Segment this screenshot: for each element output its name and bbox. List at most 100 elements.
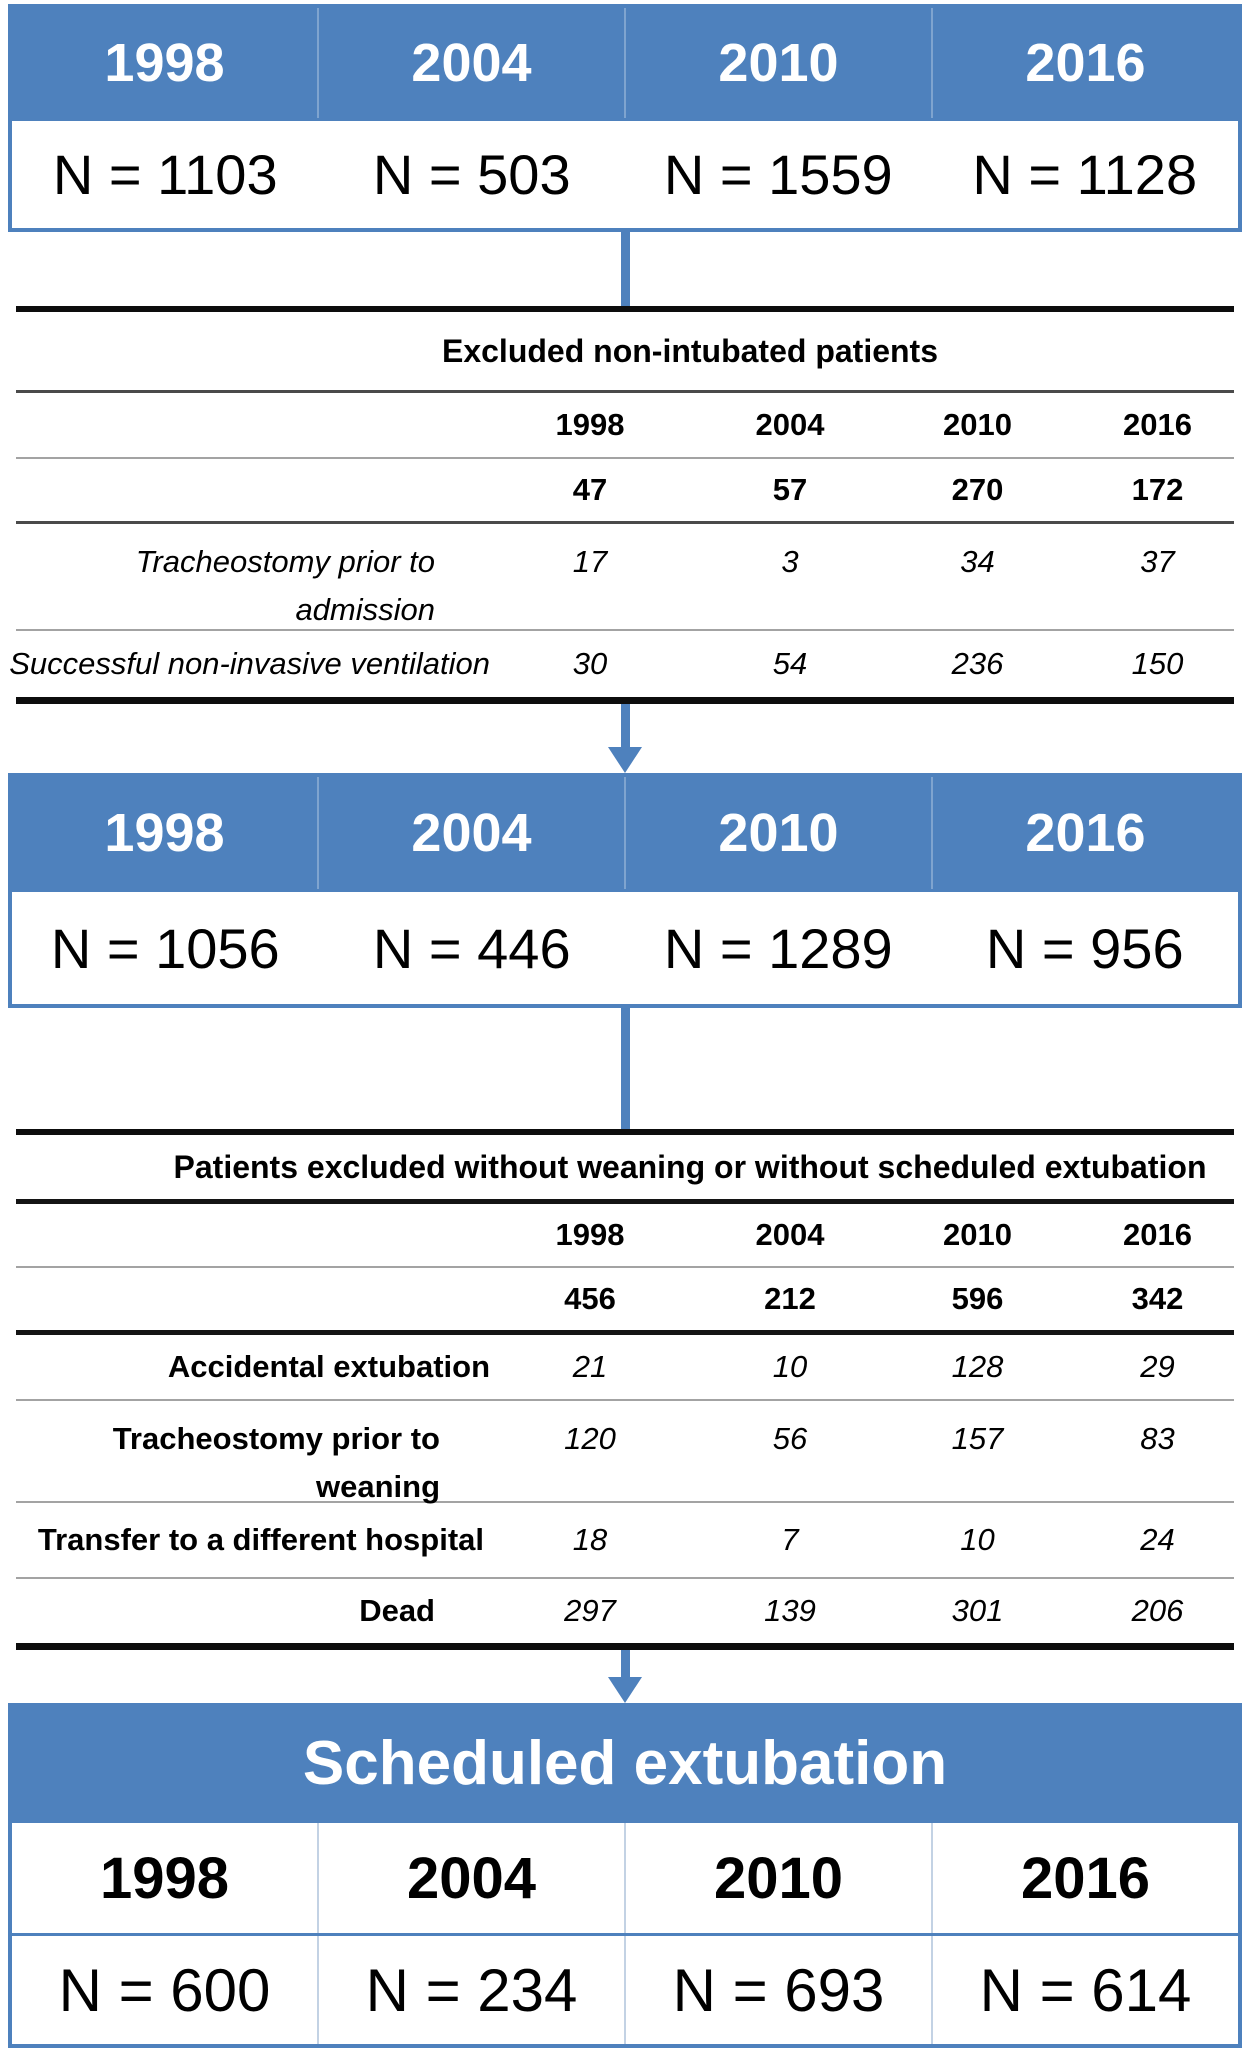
table-year-header-row: 1998 2004 2010 2016: [0, 393, 1250, 457]
year-header: 2004: [317, 1823, 624, 1933]
connector-line: [0, 232, 1250, 306]
total-value: 172: [1131, 471, 1184, 507]
table-excluded-without-weaning: Patients excluded without weaning or wit…: [0, 1129, 1250, 1650]
year-header: 2004: [755, 1216, 825, 1252]
year-header: 2010: [624, 1823, 931, 1933]
table-top-rule: [16, 1129, 1234, 1135]
year-header: 2010: [624, 8, 931, 118]
row-label: Accidental extubation: [167, 1348, 490, 1384]
n-value: N = 1128: [972, 143, 1198, 206]
cohort-box-bottom-year-row: 1998 2004 2010 2016: [12, 1823, 1238, 1936]
row-value: 236: [951, 645, 1004, 681]
table-rule: [16, 1501, 1234, 1503]
table-rule: [16, 1399, 1234, 1401]
table-rule: [16, 1266, 1234, 1268]
year-header: 1998: [104, 33, 225, 93]
row-value: 10: [772, 1348, 808, 1384]
year-header: 2010: [624, 777, 931, 889]
year-header: 2010: [943, 1216, 1012, 1252]
year-header: 2004: [317, 777, 624, 889]
table-rule: [16, 1330, 1234, 1335]
total-value: 212: [764, 1280, 816, 1316]
n-value: N = 503: [372, 143, 571, 206]
total-value: 47: [572, 471, 608, 507]
n-value: N = 446: [372, 916, 571, 980]
table-title: Patients excluded without weaning or wit…: [173, 1148, 1207, 1185]
table-row: Successful non-invasive ventilation 30 5…: [0, 631, 1250, 697]
row-label: Successful non-invasive ventilation: [9, 645, 490, 681]
total-value: 596: [951, 1280, 1004, 1316]
table-totals-row: 47 57 270 172: [0, 459, 1250, 521]
row-value: 21: [572, 1348, 608, 1384]
cohort-box-top-year-row: 1998 2004 2010 2016: [12, 8, 1238, 121]
row-value: 37: [1140, 544, 1175, 579]
year-header: 2016: [1123, 406, 1192, 442]
n-value: N = 1103: [52, 143, 278, 206]
table-rule: [16, 1577, 1234, 1579]
table-row: Tracheostomy prior to admission 17 3 34 …: [0, 524, 1250, 629]
n-value: N = 1289: [663, 916, 893, 980]
table-rule: [16, 521, 1234, 524]
n-value: N = 1559: [663, 143, 893, 206]
year-header: 2016: [931, 1823, 1238, 1933]
table-year-header-row: 1998 2004 2010 2016: [0, 1204, 1250, 1266]
row-value: 7: [781, 1521, 799, 1557]
connector-line-segment: [620, 1008, 630, 1129]
cohort-box-top-n-row: N = 1103 N = 503 N = 1559 N = 1128: [12, 121, 1238, 228]
n-value: N = 600: [58, 1956, 271, 2024]
total-value: 456: [564, 1280, 616, 1316]
n-value: N = 956: [985, 916, 1184, 980]
year-header: 1998: [555, 1216, 625, 1252]
scheduled-extubation-title-row: Scheduled extubation: [12, 1707, 1238, 1823]
n-value: N = 234: [317, 1936, 624, 2044]
row-value: 17: [572, 544, 608, 579]
connector-arrow: [0, 1650, 1250, 1703]
table-row: Tracheostomy prior to weaning 120 56 157…: [0, 1401, 1250, 1504]
year-header: 1998: [104, 803, 225, 863]
row-value: 150: [1131, 645, 1184, 681]
arrow-down-icon: [608, 1677, 642, 1703]
row-value: 139: [764, 1592, 816, 1628]
connector-line-segment: [620, 232, 630, 306]
row-value: 30: [572, 645, 608, 681]
table-row: Accidental extubation 21 10 128 29: [0, 1335, 1250, 1399]
year-header: 1998: [555, 406, 625, 442]
year-header: 1998: [99, 1845, 230, 1911]
row-value: 83: [1140, 1421, 1175, 1456]
year-header: 2016: [931, 8, 1238, 118]
row-label: Tracheostomy prior to weaning: [112, 1421, 440, 1505]
row-value: 206: [1131, 1592, 1184, 1628]
year-header: 2016: [1123, 1216, 1192, 1252]
row-value: 128: [951, 1348, 1004, 1384]
row-value: 34: [960, 544, 995, 579]
cohort-box-middle-n-row: N = 1056 N = 446 N = 1289 N = 956: [12, 892, 1238, 1004]
box-title: Scheduled extubation: [302, 1729, 948, 1798]
table-top-rule: [16, 306, 1234, 312]
row-label: Tracheostomy prior to admission: [135, 544, 435, 628]
n-value: N = 614: [931, 1936, 1238, 2044]
table-excluded-non-intubated: Excluded non-intubated patients 1998 200…: [0, 306, 1250, 704]
total-value: 57: [772, 471, 808, 507]
year-header: 2004: [755, 406, 825, 442]
row-label: Transfer to a different hospital: [37, 1521, 484, 1557]
connector-line-segment: [620, 704, 630, 747]
table-rule: [16, 390, 1234, 393]
row-value: 24: [1140, 1521, 1175, 1557]
row-value: 3: [781, 544, 799, 579]
row-value: 54: [772, 645, 808, 681]
cohort-box-middle-year-row: 1998 2004 2010 2016: [12, 777, 1238, 892]
table-bottom-rule: [16, 697, 1234, 704]
connector-arrow: [0, 704, 1250, 773]
connector-line-segment: [620, 1650, 630, 1677]
year-header: 2004: [317, 8, 624, 118]
table-row: Transfer to a different hospital 18 7 10…: [0, 1503, 1250, 1577]
cohort-box-top: 1998 2004 2010 2016 N = 1103 N = 503 N =…: [8, 4, 1242, 232]
row-value: 10: [960, 1521, 995, 1557]
total-value: 342: [1131, 1280, 1184, 1316]
year-header: 2016: [931, 777, 1238, 889]
row-value: 297: [564, 1592, 616, 1628]
cohort-box-bottom-n-row: N = 600 N = 234 N = 693 N = 614: [12, 1936, 1238, 2044]
row-value: 120: [564, 1421, 616, 1456]
row-value: 301: [951, 1592, 1004, 1628]
row-value: 18: [572, 1521, 608, 1557]
